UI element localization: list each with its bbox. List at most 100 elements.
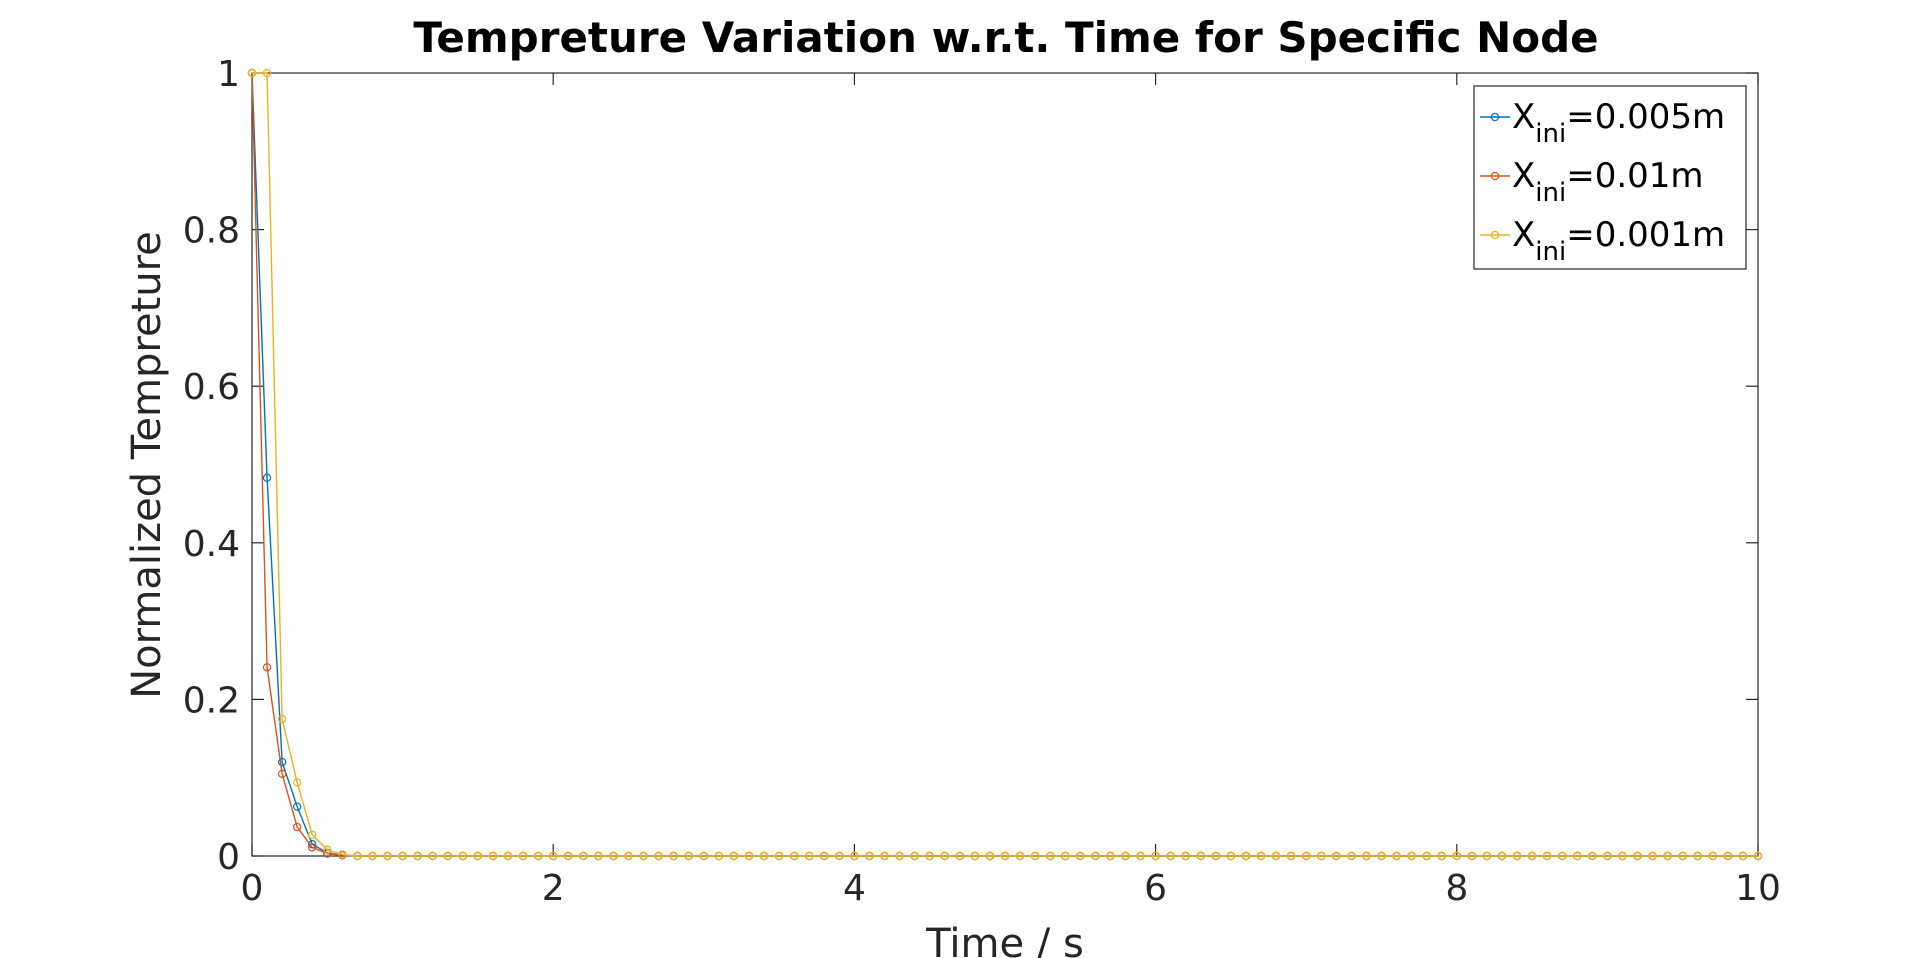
data-point (1663, 851, 1672, 861)
data-point (1573, 851, 1582, 861)
data-point (247, 68, 257, 78)
data-point (1136, 851, 1145, 861)
data-point (308, 830, 317, 840)
data-point (609, 851, 618, 861)
x-tick-label: 2 (542, 868, 565, 909)
data-point (1256, 851, 1266, 861)
data-point (262, 663, 272, 672)
data-point (277, 769, 287, 778)
data-point (985, 851, 995, 861)
data-point (805, 851, 814, 861)
y-tick-label: 0.2 (183, 680, 240, 721)
data-point (1301, 851, 1311, 861)
data-point (262, 68, 272, 78)
data-point (714, 851, 724, 861)
data-point (443, 851, 452, 861)
data-point (1738, 851, 1748, 861)
data-point (413, 851, 422, 861)
y-tick-label: 0.4 (183, 524, 240, 565)
legend: Xini=0.005m Xini=0.01m Xini=0.001m (1473, 85, 1747, 270)
data-point (383, 851, 392, 861)
data-point (338, 850, 347, 859)
data-point (850, 851, 859, 861)
data-point (323, 845, 332, 854)
data-point (1467, 851, 1477, 861)
data-point (1392, 851, 1401, 861)
data-point (533, 851, 543, 861)
data-point (729, 851, 739, 861)
y-axis-label: Normalized Tempreture (124, 231, 170, 699)
data-point (1633, 851, 1642, 861)
data-point (1377, 851, 1386, 861)
data-point (624, 851, 633, 861)
data-point (1482, 851, 1492, 861)
data-point (1603, 851, 1612, 861)
data-point (1226, 851, 1236, 861)
data-point (1317, 851, 1326, 861)
series-layer (247, 68, 1763, 861)
data-point (262, 473, 272, 483)
data-point (820, 851, 829, 861)
x-tick-label: 8 (1445, 868, 1468, 909)
data-point (1241, 851, 1251, 861)
data-point (398, 851, 407, 861)
legend-entry: Xini=0.01m (1480, 156, 1704, 208)
data-point (1678, 851, 1687, 861)
data-point (1497, 851, 1507, 861)
data-point (1332, 851, 1341, 861)
data-point (549, 851, 558, 861)
data-point (1061, 851, 1070, 861)
data-point (564, 851, 573, 861)
data-point (1618, 851, 1627, 861)
data-point (639, 851, 648, 861)
data-point (1166, 851, 1175, 861)
data-point (1196, 851, 1205, 861)
legend-marker (1490, 230, 1500, 240)
data-point (789, 851, 799, 861)
data-point (669, 851, 678, 861)
series-3 (247, 68, 1763, 861)
data-point (1211, 851, 1221, 861)
data-point (1362, 851, 1371, 861)
data-point (1723, 851, 1733, 861)
data-point (759, 851, 769, 861)
data-point (1512, 851, 1522, 861)
x-axis-ticks: 0 2 4 6 8 10 (241, 73, 1781, 909)
data-point (910, 851, 919, 861)
y-tick-label: 1 (217, 54, 240, 95)
legend-entry: Xini=0.005m (1480, 97, 1725, 149)
x-tick-label: 6 (1144, 868, 1167, 909)
y-axis-ticks: 0 0.2 0.4 0.6 0.8 1 (183, 54, 1758, 878)
x-axis-label: Time / s (925, 921, 1084, 958)
data-point (1753, 851, 1763, 861)
data-point (1708, 851, 1718, 861)
legend-label: Xini=0.001m (1512, 215, 1725, 267)
data-point (1106, 851, 1115, 861)
data-point (277, 714, 287, 724)
data-point (458, 851, 468, 861)
data-point (1347, 851, 1356, 861)
data-point (594, 851, 603, 861)
data-point (579, 851, 588, 861)
legend-box (1473, 85, 1747, 270)
data-point (1286, 851, 1296, 861)
data-point (955, 851, 965, 861)
data-point (1030, 851, 1040, 861)
data-point (1648, 851, 1657, 861)
data-point (1045, 851, 1055, 861)
chart-title: Tempreture Variation w.r.t. Time for Spe… (413, 13, 1598, 62)
data-point (880, 851, 889, 861)
data-point (1091, 851, 1100, 861)
data-point (865, 851, 874, 861)
data-point (835, 851, 844, 861)
data-point (1542, 851, 1552, 861)
data-point (1693, 851, 1702, 861)
data-point (428, 851, 437, 861)
data-point (970, 851, 980, 861)
data-point (1015, 851, 1025, 861)
data-point (488, 851, 498, 861)
data-point (277, 757, 287, 767)
data-point (1121, 851, 1130, 861)
data-point (1422, 851, 1431, 861)
